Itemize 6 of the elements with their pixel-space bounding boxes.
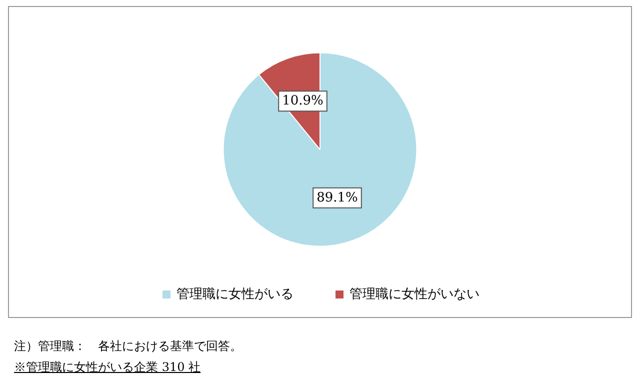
legend-label: 管理職に女性がいる [176, 287, 294, 302]
text: ※管理職に女性がいる企業 310 社 [14, 359, 201, 376]
text: 注）管理職： 各社における基準で回答。 [14, 338, 242, 355]
data-label: 10.9% [282, 94, 324, 109]
data-label: 89.1% [316, 190, 358, 206]
legend-label: 管理職に女性がいない [350, 287, 480, 302]
